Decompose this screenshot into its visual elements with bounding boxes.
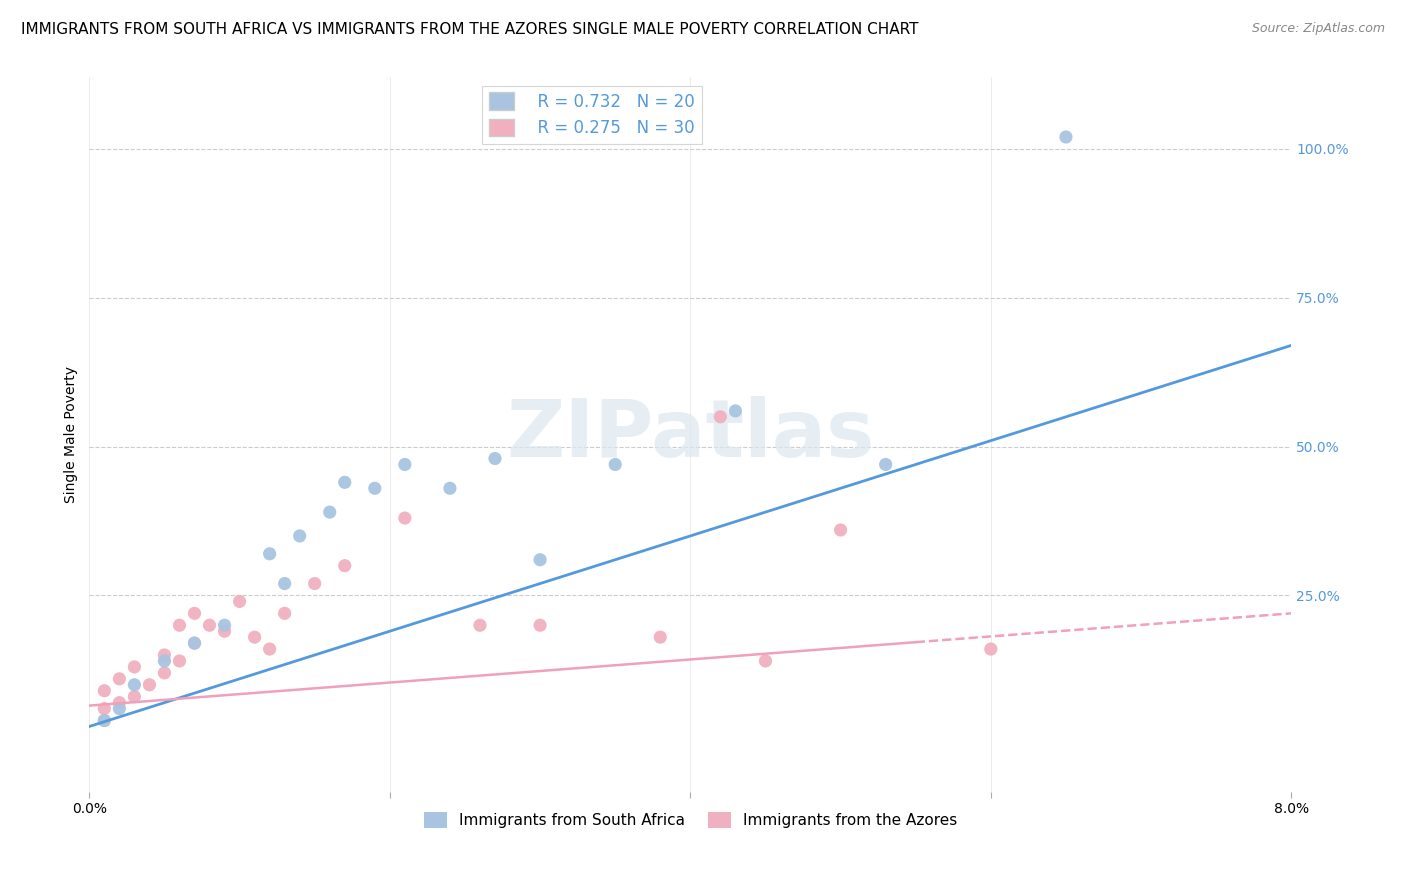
Point [650, 630, 672, 644]
Point [394, 458, 416, 472]
Point [214, 624, 236, 639]
Point [439, 481, 461, 495]
Point [259, 642, 281, 657]
Point [214, 618, 236, 632]
Point [153, 654, 176, 668]
Point [93, 701, 115, 715]
Point [605, 458, 627, 472]
Point [228, 594, 250, 608]
Point [333, 475, 356, 490]
Point [709, 409, 731, 424]
Point [124, 660, 146, 674]
Point [288, 529, 311, 543]
Point [259, 547, 281, 561]
Point [529, 553, 551, 567]
Point [93, 714, 115, 728]
Point [394, 511, 416, 525]
Point [124, 690, 146, 704]
Point [724, 404, 747, 418]
Point [169, 618, 191, 632]
Point [153, 665, 176, 680]
Point [304, 576, 326, 591]
Point [93, 683, 115, 698]
Legend: Immigrants from South Africa, Immigrants from the Azores: Immigrants from South Africa, Immigrants… [418, 806, 963, 834]
Point [183, 636, 205, 650]
Point [468, 618, 491, 632]
Point [183, 607, 205, 621]
Point [243, 630, 266, 644]
Point [108, 701, 131, 715]
Point [93, 714, 115, 728]
Point [754, 654, 776, 668]
Point [183, 636, 205, 650]
Point [333, 558, 356, 573]
Text: Source: ZipAtlas.com: Source: ZipAtlas.com [1251, 22, 1385, 36]
Text: ZIPatlas: ZIPatlas [506, 396, 875, 474]
Point [198, 618, 221, 632]
Point [153, 648, 176, 662]
Point [484, 451, 506, 466]
Point [273, 607, 295, 621]
Point [138, 678, 160, 692]
Point [875, 458, 897, 472]
Point [980, 642, 1002, 657]
Point [319, 505, 342, 519]
Text: IMMIGRANTS FROM SOUTH AFRICA VS IMMIGRANTS FROM THE AZORES SINGLE MALE POVERTY C: IMMIGRANTS FROM SOUTH AFRICA VS IMMIGRAN… [21, 22, 918, 37]
Point [124, 678, 146, 692]
Point [169, 654, 191, 668]
Y-axis label: Single Male Poverty: Single Male Poverty [65, 367, 79, 503]
Point [273, 576, 295, 591]
Point [1054, 130, 1077, 145]
Point [108, 672, 131, 686]
Point [830, 523, 852, 537]
Point [364, 481, 387, 495]
Point [529, 618, 551, 632]
Point [108, 696, 131, 710]
